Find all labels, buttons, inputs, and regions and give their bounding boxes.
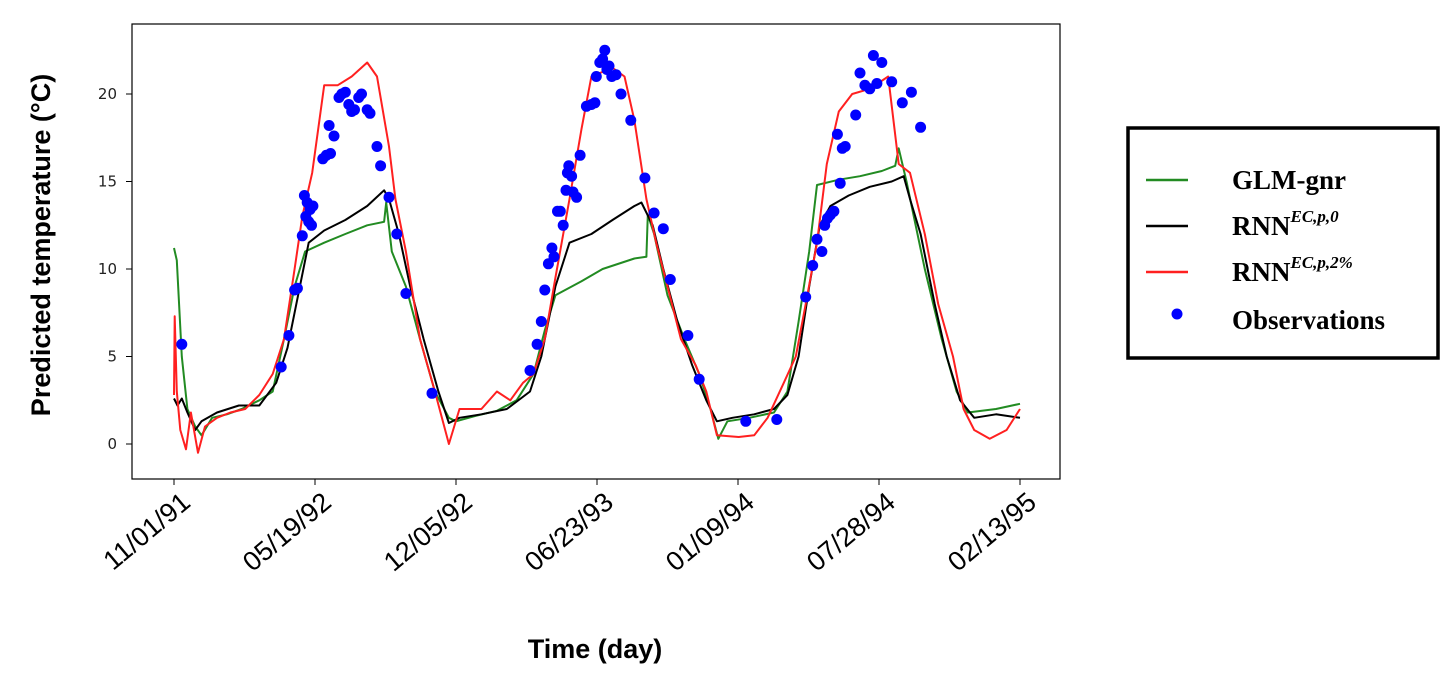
observation-point [834, 177, 846, 189]
observation-point [693, 373, 705, 385]
x-tick-label: 07/28/94 [801, 487, 901, 578]
observation-point [839, 141, 851, 152]
legend-label: Observations [1232, 305, 1385, 335]
observation-point [566, 170, 578, 182]
observation-point [176, 338, 188, 350]
observation-point [571, 191, 583, 203]
plot-area [131, 23, 1061, 480]
legend-label: RNNEC,p,0 [1232, 207, 1339, 241]
observation-point [539, 284, 551, 296]
legend-label: GLM-gnr [1232, 165, 1346, 195]
y-tick-label: 0 [107, 435, 117, 453]
observation-point [610, 69, 622, 81]
series-line [173, 147, 1021, 440]
observation-point [371, 141, 383, 152]
observation-point [291, 282, 303, 294]
series-layer [173, 61, 1021, 454]
legend-marker-swatch [1171, 308, 1183, 320]
observation-point [356, 88, 367, 100]
observation-point [391, 228, 403, 240]
observation-point [426, 387, 438, 399]
observation-point [325, 148, 336, 159]
observation-point [296, 230, 308, 242]
series-line [173, 61, 1021, 454]
observation-point [554, 205, 566, 217]
x-tick-label: 05/19/92 [237, 487, 337, 578]
observation-point [306, 219, 317, 231]
observation-point [323, 120, 335, 131]
observation-point [657, 223, 669, 235]
observation-point [364, 107, 376, 119]
series-line [173, 175, 1021, 431]
x-tick-label: 12/05/92 [378, 487, 478, 578]
observation-point [807, 260, 819, 271]
observation-point [639, 172, 651, 184]
y-tick-label: 10 [98, 260, 117, 278]
observation-point [590, 71, 602, 82]
observation-point [816, 246, 828, 257]
observation-point [557, 219, 569, 231]
observation-point [375, 160, 387, 172]
observation-point [886, 76, 898, 88]
observation-point [828, 205, 840, 217]
observation-point [664, 274, 676, 285]
observation-point [905, 86, 917, 98]
observation-point [867, 50, 879, 61]
observation-point [548, 251, 560, 263]
x-tick-label: 02/13/95 [942, 487, 1042, 578]
legend: GLM-gnr RNNEC,p,0 RNNEC,p,2% Observations [1126, 126, 1440, 360]
observation-point [546, 242, 558, 254]
x-axis-title: Time (day) [528, 634, 663, 664]
observation-point [307, 200, 319, 212]
observation-point [524, 365, 536, 376]
observation-point [871, 78, 883, 89]
observation-point [535, 316, 547, 327]
legend-label: RNNEC,p,2% [1232, 253, 1353, 287]
observation-point [854, 67, 866, 79]
observation-point [599, 44, 611, 56]
observation-point [349, 104, 360, 116]
y-axis: 0 5 10 15 20 [98, 85, 132, 453]
observation-markers [176, 44, 927, 427]
observation-point [531, 338, 543, 350]
y-tick-label: 5 [107, 348, 117, 366]
observation-point [383, 191, 395, 203]
observation-point [648, 207, 660, 219]
observation-point [603, 60, 615, 72]
x-tick-label: 11/01/91 [98, 487, 196, 576]
x-tick-label: 01/09/94 [660, 487, 760, 578]
x-axis: 11/01/91 05/19/92 12/05/92 06/23/93 01/09/94… [98, 479, 1042, 577]
y-tick-label: 20 [98, 85, 117, 103]
observation-point [811, 233, 823, 245]
observation-point [574, 149, 586, 161]
observation-point [915, 121, 927, 133]
observation-point [597, 53, 609, 65]
observation-point [876, 57, 888, 68]
observation-point [625, 114, 637, 126]
observation-point [339, 86, 351, 98]
observation-point [283, 330, 295, 341]
observation-point [740, 415, 752, 427]
observation-point [850, 109, 862, 121]
observation-point [589, 97, 601, 109]
observation-point [800, 291, 812, 303]
observation-point [400, 288, 412, 299]
observation-point [563, 160, 575, 172]
observation-point [896, 97, 908, 109]
observation-point [328, 130, 340, 142]
observation-point [682, 330, 694, 341]
legend-box [1126, 126, 1440, 360]
y-axis-title: Predicted temperature (°C) [26, 74, 56, 416]
y-tick-label: 15 [98, 173, 117, 191]
observation-point [615, 88, 627, 100]
observation-point [275, 361, 287, 373]
observation-point [831, 128, 843, 140]
observation-point [771, 414, 783, 425]
x-tick-label: 06/23/93 [519, 487, 619, 578]
